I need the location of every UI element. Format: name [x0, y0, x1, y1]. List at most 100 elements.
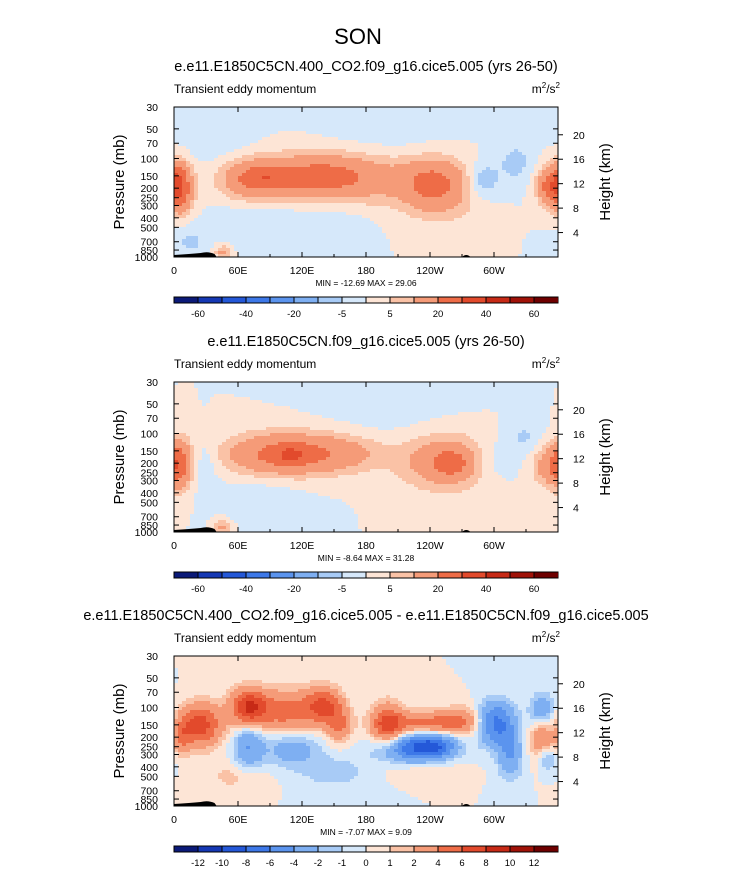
field-cell [542, 173, 547, 177]
field-cell [406, 185, 411, 189]
field-cell [458, 224, 463, 228]
field-cell [354, 215, 359, 219]
field-cell [222, 212, 227, 216]
field-cell [214, 107, 219, 111]
field-cell [442, 149, 447, 153]
field-cell [542, 179, 547, 183]
field-cell [230, 185, 235, 189]
field-cell [210, 239, 215, 243]
field-cell [242, 152, 247, 156]
field-cell [474, 182, 479, 186]
field-cell [546, 200, 551, 204]
field-cell [478, 191, 483, 195]
field-cell [430, 173, 435, 177]
field-cell [234, 233, 239, 237]
field-cell [354, 176, 359, 180]
field-cell [402, 191, 407, 195]
field-cell [178, 110, 183, 114]
field-cell [358, 224, 363, 228]
field-cell [342, 164, 347, 168]
field-cell [426, 188, 431, 192]
field-cell [514, 128, 519, 132]
field-cell [414, 203, 419, 207]
field-cell [306, 233, 311, 237]
field-cell [306, 167, 311, 171]
field-cell [254, 206, 259, 210]
field-cell [454, 155, 459, 159]
field-cell [210, 107, 215, 111]
field-cell [174, 116, 179, 120]
field-cell [178, 119, 183, 123]
field-cell [386, 218, 391, 222]
field-cell [490, 128, 495, 132]
field-cell [302, 128, 307, 132]
field-cell [178, 224, 183, 228]
field-cell [190, 239, 195, 243]
field-cell [186, 143, 191, 147]
field-cell [414, 158, 419, 162]
field-cell [538, 221, 543, 225]
field-cell [282, 140, 287, 144]
field-cell [262, 176, 267, 180]
field-cell [322, 158, 327, 162]
field-cell [430, 110, 435, 114]
field-cell [266, 158, 271, 162]
field-cell [290, 242, 295, 246]
field-cell [226, 254, 231, 258]
field-cell [382, 116, 387, 120]
field-cell [314, 203, 319, 207]
field-cell [362, 119, 367, 123]
field-cell [466, 242, 471, 246]
field-cell [250, 188, 255, 192]
field-cell [226, 149, 231, 153]
field-cell [254, 161, 259, 165]
field-cell [274, 197, 279, 201]
field-cell [330, 134, 335, 138]
field-cell [194, 155, 199, 159]
field-cell [290, 149, 295, 153]
field-cell [374, 245, 379, 249]
field-cell [442, 239, 447, 243]
field-cell [338, 158, 343, 162]
field-cell [482, 155, 487, 159]
field-cell [370, 251, 375, 255]
field-cell [414, 197, 419, 201]
field-cell [190, 161, 195, 165]
field-cell [290, 164, 295, 168]
field-cell [226, 137, 231, 141]
field-cell [346, 107, 351, 111]
field-cell [190, 212, 195, 216]
field-cell [394, 158, 399, 162]
field-cell [286, 191, 291, 195]
field-cell [498, 137, 503, 141]
field-cell [322, 197, 327, 201]
field-cell [206, 146, 211, 150]
field-cell [258, 236, 263, 240]
field-cell [494, 209, 499, 213]
field-cell [282, 242, 287, 246]
field-cell [474, 197, 479, 201]
field-cell [454, 218, 459, 222]
field-cell [402, 119, 407, 123]
field-cell [214, 167, 219, 171]
field-cell [422, 131, 427, 135]
field-cell [230, 203, 235, 207]
field-cell [242, 155, 247, 159]
field-cell [218, 128, 223, 132]
field-cell [274, 155, 279, 159]
field-cell [354, 251, 359, 255]
field-cell [214, 239, 219, 243]
field-cell [374, 179, 379, 183]
field-cell [430, 167, 435, 171]
field-cell [446, 382, 451, 386]
field-cell [454, 236, 459, 240]
field-cell [250, 149, 255, 153]
field-cell [406, 182, 411, 186]
field-cell [422, 176, 427, 180]
field-cell [402, 146, 407, 150]
field-cell [210, 119, 215, 123]
field-cell [370, 209, 375, 213]
field-cell [530, 194, 535, 198]
field-cell [494, 110, 499, 114]
field-cell [506, 170, 511, 174]
